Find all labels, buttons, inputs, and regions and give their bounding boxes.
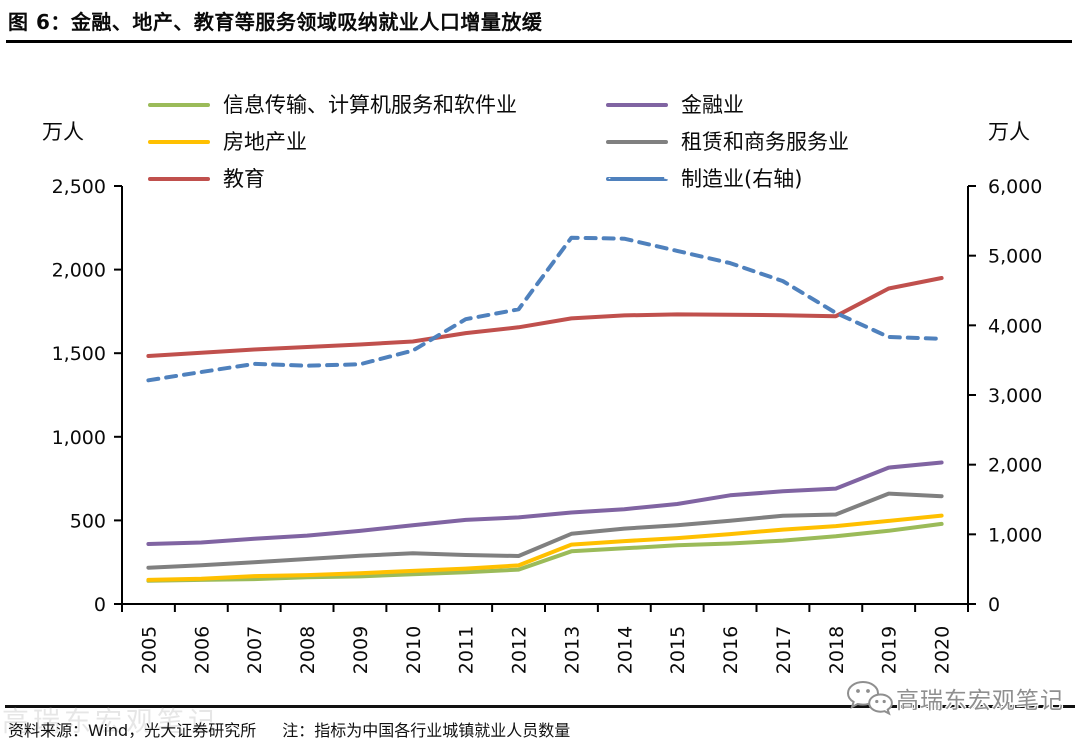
line-swatch-icon [148,103,210,107]
line-swatch-icon [148,177,210,181]
svg-text:2019: 2019 [879,626,901,674]
watermark-text: 高瑞东宏观笔记 [896,688,1064,714]
left-axis-unit: 万人 [42,120,84,144]
source-text: 资料来源：Wind，光大证券研究所 [8,721,257,740]
svg-text:2007: 2007 [244,626,266,674]
line-swatch-icon [606,140,668,144]
svg-text:2,500: 2,500 [52,176,106,198]
svg-text:2011: 2011 [456,626,478,674]
legend-label: 房地产业 [223,129,307,154]
svg-text:2005: 2005 [138,626,160,674]
note-text: 注：指标为中国各行业城镇就业人员数量 [282,721,571,740]
legend-label: 制造业(右轴) [681,166,803,191]
svg-text:1,500: 1,500 [52,343,106,365]
legend-label: 租赁和商务服务业 [681,129,849,154]
svg-text:2008: 2008 [297,626,319,674]
wechat-icon [846,680,893,716]
svg-text:2010: 2010 [403,626,425,674]
svg-text:0: 0 [988,594,1000,616]
wechat-watermark: 高瑞东宏观笔记 [845,679,1064,717]
footer-divider [5,705,1075,708]
svg-text:2013: 2013 [561,626,583,674]
legend-item-info-it: 信息传输、计算机服务和软件业 [148,93,606,117]
title-underline [6,40,1072,43]
svg-text:6,000: 6,000 [988,176,1042,198]
svg-text:0: 0 [94,594,106,616]
svg-text:2006: 2006 [191,626,213,674]
line-swatch-icon [148,140,210,144]
legend-label: 教育 [223,166,265,191]
svg-text:500: 500 [70,510,106,532]
legend-label: 金融业 [681,92,744,117]
svg-text:2009: 2009 [350,626,372,674]
svg-text:1,000: 1,000 [988,524,1042,546]
right-axis-unit: 万人 [988,120,1030,144]
svg-text:1,000: 1,000 [52,427,106,449]
svg-text:4,000: 4,000 [988,315,1042,337]
legend-item-real-estate: 房地产业 [148,130,606,154]
chart-legend: 信息传输、计算机服务和软件业 金融业 房地产业 租赁和商务服务业 教育 制造业(… [148,93,1036,191]
svg-text:2015: 2015 [667,626,689,674]
figure-title: 图 6：金融、地产、教育等服务领域吸纳就业人口增量放缓 [8,10,543,34]
svg-text:2020: 2020 [932,626,954,674]
svg-text:5,000: 5,000 [988,246,1042,268]
line-swatch-icon [606,103,668,107]
legend-label: 信息传输、计算机服务和软件业 [223,92,517,117]
svg-text:2016: 2016 [720,626,742,674]
legend-item-finance: 金融业 [606,93,1036,117]
legend-item-education: 教育 [148,167,606,191]
svg-text:2017: 2017 [773,626,795,674]
svg-text:2,000: 2,000 [988,455,1042,477]
svg-text:2012: 2012 [509,626,531,674]
svg-text:3,000: 3,000 [988,385,1042,407]
source-note: 资料来源：Wind，光大证券研究所 注：指标为中国各行业城镇就业人员数量 [8,717,570,741]
legend-item-leasing-business: 租赁和商务服务业 [606,130,1036,154]
dashed-line-swatch-icon [606,177,668,181]
legend-item-manufacturing: 制造业(右轴) [606,167,1036,191]
svg-text:2014: 2014 [614,626,636,674]
svg-text:2,000: 2,000 [52,260,106,282]
svg-text:2018: 2018 [826,626,848,674]
